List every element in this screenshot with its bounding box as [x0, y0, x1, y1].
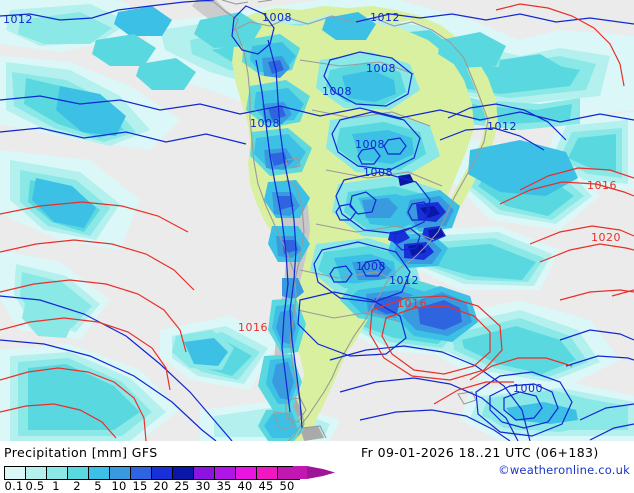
map-canvas [0, 0, 634, 441]
copyright-notice[interactable]: ©weatheronline.co.uk [498, 463, 630, 477]
precipitation-map[interactable]: 1012 1008 1012 1008 1008 1008 1012 1008 … [0, 0, 634, 441]
map-footer: Precipitation [mm] GFS Fr 09-01-2026 18.… [0, 441, 634, 493]
isobars-high [0, 3, 634, 441]
colorbar-cell [5, 467, 26, 479]
colorbar-cell [215, 467, 236, 479]
colorbar-tick: 25 [174, 479, 190, 493]
colorbar-overflow-arrow [293, 466, 335, 479]
colorbar-cell [131, 467, 152, 479]
colorbar-tick: 0.5 [25, 479, 45, 493]
colorbar-cell [152, 467, 173, 479]
colorbar-tick: 20 [153, 479, 169, 493]
colorbar-cell [26, 467, 47, 479]
legend-title: Precipitation [mm] GFS [4, 445, 158, 460]
colorbar-tick: 40 [237, 479, 253, 493]
colorbar-tick-labels: 0.1 0.5 1 2 5 10 15 20 25 30 35 40 45 50 [4, 479, 344, 493]
colorbar-cell [236, 467, 257, 479]
colorbar-tick: 35 [216, 479, 232, 493]
model-run-timestamp: Fr 09-01-2026 18..21 UTC (06+183) [361, 445, 599, 460]
colorbar-tick: 15 [132, 479, 148, 493]
colorbar-swatches [4, 466, 300, 480]
coastlines [195, 0, 489, 441]
colorbar-cell [47, 467, 68, 479]
colorbar-tick: 10 [111, 479, 127, 493]
colorbar-tick: 0.1 [4, 479, 24, 493]
colorbar-cell [257, 467, 278, 479]
colorbar-tick: 45 [258, 479, 274, 493]
colorbar-cell [68, 467, 89, 479]
colorbar-cell [110, 467, 131, 479]
precip-over-land [242, 34, 478, 441]
precipitation-colorbar[interactable]: 0.1 0.5 1 2 5 10 15 20 25 30 35 40 45 50 [4, 466, 344, 493]
colorbar-tick: 2 [73, 479, 81, 493]
isobars-low [0, 0, 634, 441]
precip-ocean [22, 6, 608, 432]
colorbar-tick: 50 [279, 479, 295, 493]
colorbar-cell [173, 467, 194, 479]
colorbar-tick: 5 [94, 479, 102, 493]
colorbar-tick: 30 [195, 479, 211, 493]
colorbar-cell [89, 467, 110, 479]
colorbar-tick: 1 [52, 479, 60, 493]
colorbar-cell [194, 467, 215, 479]
